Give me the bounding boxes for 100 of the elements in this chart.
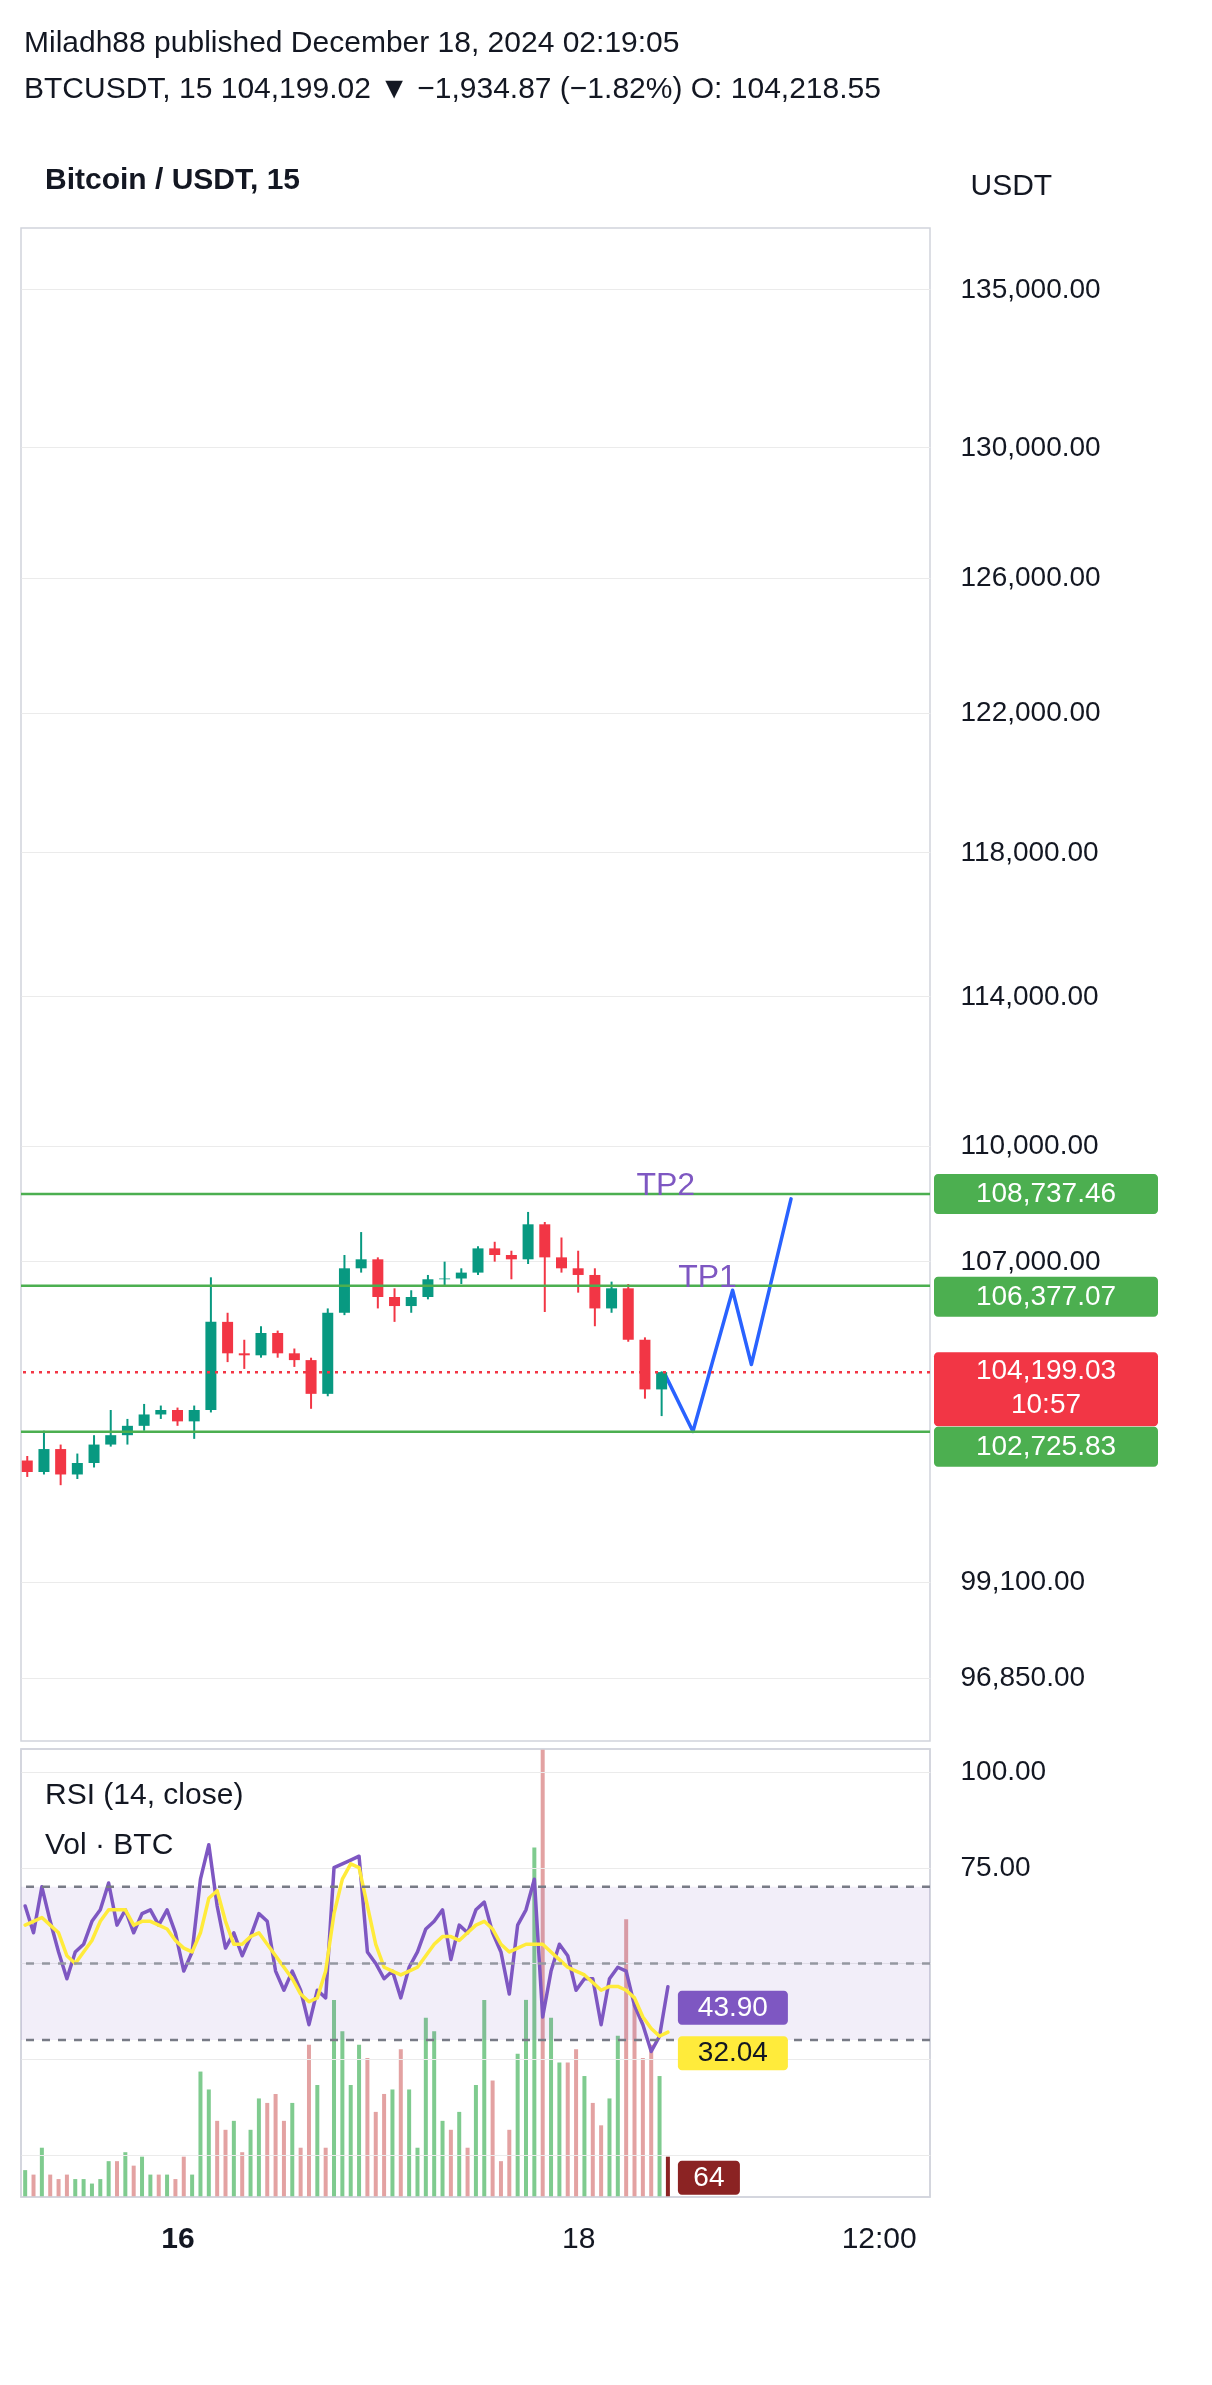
candlestick bbox=[88, 1434, 100, 1469]
candlestick bbox=[138, 1402, 150, 1432]
bar bbox=[465, 2147, 470, 2197]
candlestick bbox=[238, 1338, 250, 1370]
bar bbox=[624, 1919, 629, 2197]
bar bbox=[515, 2053, 520, 2197]
bar bbox=[398, 2049, 403, 2197]
candlestick bbox=[272, 1329, 284, 1359]
y-tick-label: 126,000.00 bbox=[960, 561, 1101, 593]
candlestick bbox=[105, 1409, 117, 1448]
bar bbox=[498, 2161, 503, 2197]
x-tick-label: 12:00 bbox=[841, 2220, 917, 2254]
ref-line-label: 108,737.46 bbox=[975, 1176, 1117, 1208]
bar bbox=[81, 2179, 86, 2197]
y-tick-label: 130,000.00 bbox=[960, 430, 1101, 462]
bar bbox=[231, 2120, 236, 2197]
bar bbox=[574, 2049, 579, 2197]
bar bbox=[549, 2017, 554, 2197]
candlestick bbox=[656, 1370, 668, 1418]
bar bbox=[181, 2156, 186, 2197]
bar bbox=[599, 2125, 604, 2197]
candlestick bbox=[21, 1455, 33, 1478]
ref-line-label: 104,199.03 10:57 bbox=[975, 1353, 1117, 1419]
data-label: 32.04 bbox=[697, 2036, 768, 2068]
bar bbox=[173, 2179, 178, 2197]
bar bbox=[373, 2111, 378, 2197]
bar bbox=[448, 2129, 453, 2197]
bar bbox=[106, 2161, 111, 2197]
bar bbox=[131, 2165, 136, 2197]
x-tick-label: 18 bbox=[561, 2220, 596, 2254]
data-label: 43.90 bbox=[697, 1990, 768, 2022]
bar bbox=[457, 2111, 462, 2197]
bar bbox=[473, 2085, 478, 2197]
y-tick-label: 107,000.00 bbox=[960, 1244, 1101, 1276]
bar bbox=[340, 2031, 345, 2197]
bar bbox=[23, 2170, 28, 2197]
bar bbox=[98, 2179, 103, 2197]
bar bbox=[657, 2076, 662, 2197]
candlestick bbox=[555, 1236, 567, 1274]
candlestick bbox=[172, 1406, 184, 1427]
bar bbox=[348, 2085, 353, 2197]
bar bbox=[565, 2062, 570, 2197]
bar bbox=[332, 1999, 337, 2197]
bar bbox=[306, 2044, 311, 2197]
bar bbox=[390, 2089, 395, 2197]
bar bbox=[114, 2161, 119, 2197]
bar bbox=[315, 2085, 320, 2197]
bar bbox=[198, 2071, 203, 2197]
bar bbox=[248, 2129, 253, 2197]
y-axis-title: USDT bbox=[970, 167, 1053, 201]
candlestick bbox=[572, 1249, 584, 1294]
candlestick bbox=[355, 1231, 367, 1274]
bar bbox=[415, 2147, 420, 2197]
bar bbox=[298, 2147, 303, 2197]
y-tick-label: 99,100.00 bbox=[960, 1565, 1086, 1597]
y-tick-label: 118,000.00 bbox=[960, 835, 1099, 867]
y-tick-label: 110,000.00 bbox=[960, 1129, 1099, 1161]
bar bbox=[323, 2147, 328, 2197]
bar bbox=[290, 2102, 295, 2197]
bar bbox=[31, 2174, 36, 2197]
candlestick bbox=[489, 1240, 501, 1263]
x-tick-label: 16 bbox=[161, 2220, 195, 2254]
bar bbox=[48, 2174, 53, 2197]
y-tick-label: 122,000.00 bbox=[960, 696, 1101, 728]
candlestick bbox=[505, 1249, 517, 1281]
bar bbox=[490, 2080, 495, 2197]
candlestick bbox=[288, 1347, 300, 1368]
candlestick bbox=[71, 1452, 83, 1480]
bar bbox=[123, 2152, 128, 2197]
bar bbox=[557, 2062, 562, 2197]
bar bbox=[156, 2174, 161, 2197]
text: Vol · BTC bbox=[45, 1827, 174, 1861]
bar bbox=[423, 2017, 428, 2197]
bar bbox=[190, 2174, 195, 2197]
bar bbox=[407, 2089, 412, 2197]
bar bbox=[540, 1749, 545, 2197]
bar bbox=[615, 2035, 620, 2197]
candlestick bbox=[405, 1289, 417, 1314]
bar bbox=[165, 2174, 170, 2197]
bar bbox=[590, 2102, 595, 2197]
bar bbox=[140, 2156, 145, 2197]
bar bbox=[440, 2120, 445, 2197]
ref-line-label: 106,377.07 bbox=[975, 1279, 1117, 1311]
y-tick-label: 75.00 bbox=[960, 1851, 1031, 1883]
bar bbox=[240, 2152, 245, 2197]
bar bbox=[223, 2129, 228, 2197]
bar bbox=[357, 2044, 362, 2197]
candlestick bbox=[606, 1280, 618, 1314]
candlestick bbox=[188, 1404, 200, 1440]
bar bbox=[281, 2120, 286, 2197]
line-series bbox=[23, 1862, 670, 2038]
y-tick-label: 96,850.00 bbox=[960, 1661, 1086, 1693]
y-tick-label: 100.00 bbox=[960, 1755, 1047, 1787]
bar bbox=[482, 1999, 487, 2197]
annotation: 64 bbox=[693, 2160, 725, 2192]
bar bbox=[507, 2129, 512, 2197]
bar bbox=[64, 2174, 69, 2197]
chart-title: Bitcoin / USDT, 15 bbox=[45, 162, 301, 196]
bar bbox=[265, 2102, 270, 2197]
bar bbox=[365, 2058, 370, 2197]
